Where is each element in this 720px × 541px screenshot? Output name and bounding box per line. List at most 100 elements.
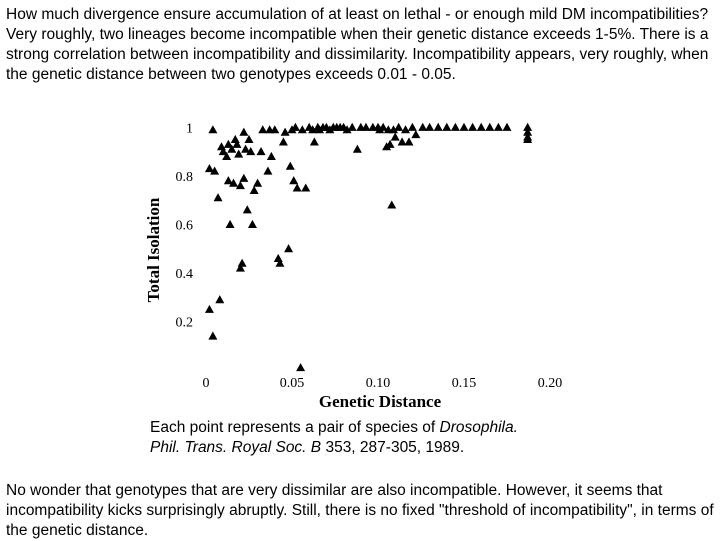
data-point: [284, 244, 294, 253]
data-point: [308, 125, 318, 134]
data-point: [292, 183, 302, 192]
data-point: [459, 122, 469, 131]
data-point: [225, 219, 235, 228]
data-point: [407, 122, 417, 131]
data-point: [425, 122, 435, 131]
x-tick-label: 0.20: [538, 376, 563, 391]
data-point: [249, 185, 259, 194]
data-point: [275, 258, 285, 267]
data-point: [246, 147, 256, 156]
data-point: [232, 139, 242, 148]
data-point: [390, 132, 400, 141]
data-point: [227, 144, 237, 153]
data-point: [241, 144, 251, 153]
data-point: [502, 122, 512, 131]
caption-journal: Phil. Trans. Royal Soc. B: [150, 439, 322, 456]
data-point: [493, 122, 503, 131]
x-tick-label: 0.05: [280, 376, 305, 391]
data-point: [442, 122, 452, 131]
figure-caption-line2: Phil. Trans. Royal Soc. B 353, 287-305, …: [150, 438, 464, 458]
scatter-chart: 0 0.05 0.10 0.15 0.20 0.2 0.4 0.6 0.8 1 Total Iso…: [144, 121, 563, 411]
data-point: [256, 147, 266, 156]
data-point: [411, 130, 421, 139]
data-point: [266, 151, 276, 161]
data-point: [223, 139, 233, 148]
data-point: [213, 193, 223, 202]
data-point: [289, 176, 299, 185]
caption-citation: 353, 287-305, 1989.: [321, 439, 465, 456]
data-point: [234, 149, 244, 158]
data-point: [404, 137, 414, 146]
data-point: [418, 122, 428, 131]
figure-caption-line1: Each point represents a pair of species …: [150, 418, 518, 438]
data-point: [247, 219, 257, 228]
y-tick-label: 1: [186, 121, 193, 136]
y-tick-label: 0.4: [176, 267, 194, 282]
data-point: [244, 134, 254, 144]
caption-species: Drosophila.: [439, 419, 518, 436]
data-point: [301, 183, 311, 192]
data-point: [208, 331, 218, 340]
data-point: [401, 125, 411, 134]
data-point: [239, 173, 249, 182]
data-point: [210, 166, 220, 175]
y-axis-title: Total Isolation: [144, 197, 163, 302]
data-point: [297, 125, 307, 134]
data-point: [242, 205, 252, 214]
data-point: [280, 127, 290, 136]
x-tick-label: 0.15: [452, 376, 477, 391]
outro-paragraph: No wonder that genotypes that are very d…: [6, 482, 714, 539]
data-point: [235, 181, 245, 190]
data-point: [270, 125, 280, 134]
data-point: [263, 166, 273, 175]
data-point: [433, 122, 443, 131]
data-point: [285, 161, 295, 170]
data-point: [352, 144, 362, 153]
caption-text: Each point represents a pair of species …: [150, 419, 440, 436]
data-point: [204, 164, 214, 173]
y-tick-label: 0.2: [176, 315, 194, 330]
data-point: [229, 178, 239, 187]
data-point: [476, 122, 486, 131]
data-point: [361, 122, 371, 131]
data-point: [397, 137, 407, 146]
data-point: [468, 122, 478, 131]
x-axis-title: Genetic Distance: [319, 392, 442, 411]
data-point: [208, 125, 218, 134]
data-point: [523, 122, 533, 131]
data-point: [378, 122, 388, 131]
x-tick-label: 0: [203, 376, 210, 391]
data-points: [204, 122, 533, 372]
data-point: [387, 200, 397, 209]
data-point: [394, 122, 404, 131]
data-point: [485, 122, 495, 131]
data-point: [347, 122, 357, 131]
data-point: [385, 139, 395, 148]
data-point: [342, 125, 352, 134]
data-point: [278, 137, 288, 146]
data-point: [204, 304, 214, 313]
intro-paragraph: How much divergence ensure accumulation …: [6, 6, 709, 83]
data-point: [273, 253, 283, 262]
data-point: [216, 142, 226, 151]
data-point: [215, 295, 225, 304]
data-point: [222, 151, 232, 161]
data-point: [253, 178, 263, 187]
data-point: [309, 137, 319, 146]
data-point: [296, 363, 306, 372]
data-point: [523, 127, 533, 136]
data-point: [388, 125, 398, 134]
data-point: [237, 258, 247, 267]
y-tick-label: 0.8: [176, 170, 194, 185]
data-point: [450, 122, 460, 131]
data-point: [223, 176, 233, 185]
data-point: [239, 127, 249, 136]
y-tick-label: 0.6: [176, 218, 194, 233]
data-point: [523, 134, 533, 144]
data-point: [218, 147, 228, 156]
data-point: [290, 122, 300, 131]
data-point: [235, 263, 245, 272]
x-tick-label: 0.10: [366, 376, 391, 391]
tick-labels: 0 0.05 0.10 0.15 0.20 0.2 0.4 0.6 0.8 1: [176, 121, 563, 391]
data-point: [258, 125, 268, 134]
